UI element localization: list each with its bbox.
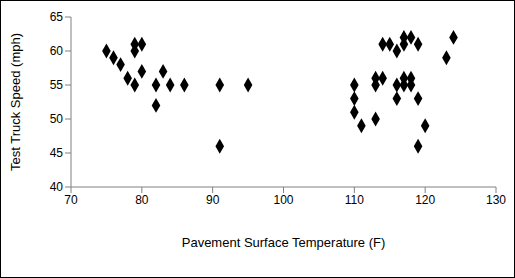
svg-text:100: 100 [273,193,293,207]
svg-text:Pavement Surface Temperature (: Pavement Surface Temperature (F) [182,235,386,250]
svg-text:Test Truck Speed (mph): Test Truck Speed (mph) [8,33,23,171]
svg-text:110: 110 [345,193,364,207]
svg-text:50: 50 [50,112,64,126]
svg-text:130: 130 [486,193,506,207]
svg-text:60: 60 [50,44,64,58]
svg-text:55: 55 [50,78,64,92]
svg-text:80: 80 [135,193,149,207]
svg-text:45: 45 [50,146,64,160]
svg-text:40: 40 [50,180,64,194]
svg-text:65: 65 [50,10,64,24]
svg-text:70: 70 [64,193,78,207]
svg-text:90: 90 [206,193,220,207]
svg-text:120: 120 [415,193,435,207]
